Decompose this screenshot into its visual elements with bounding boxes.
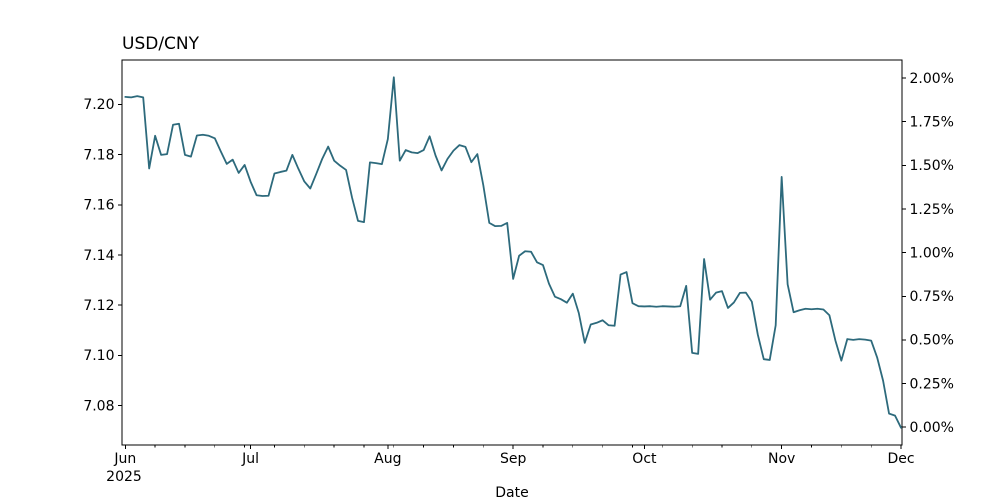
y-axis-left-ticks: 7.08 7.10 7.12 7.14 7.16 7.18 7.20 [83,97,122,414]
y-right-tick-label: 1.25% [910,202,954,218]
y-right-tick-label: 1.00% [910,245,954,261]
x-tick-label: Jul [241,451,259,467]
y-left-tick-label: 7.16 [83,198,114,214]
x-axis-ticks: Jun Jul Aug Sep Oct Nov Dec [113,445,915,467]
x-tick-label: Sep [500,451,527,467]
y-left-tick-label: 7.12 [83,298,114,314]
y-left-tick-label: 7.14 [83,248,114,264]
y-right-tick-label: 0.00% [910,420,954,436]
y-right-tick-label: 0.25% [910,376,954,392]
x-tick-label: Nov [768,451,795,467]
x-tick-label: Oct [632,451,657,467]
x-axis-year-label: 2025 [106,469,142,485]
y-right-tick-label: 0.75% [910,289,954,305]
x-tick-label: Jun [113,451,136,467]
y-left-tick-label: 7.08 [83,398,114,414]
y-right-tick-label: 0.50% [910,333,954,349]
chart-title: USD/CNY [122,34,200,54]
y-axis-right-ticks: 0.00% 0.25% 0.50% 0.75% 1.00% 1.25% 1.50% 1.75%… [902,71,954,436]
y-left-tick-label: 7.18 [83,147,114,163]
x-tick-label: Aug [374,451,401,467]
x-axis-title: Date [495,485,529,501]
y-right-tick-label: 1.75% [910,114,954,130]
y-left-tick-label: 7.20 [83,97,114,113]
price-line [124,76,902,429]
y-left-tick-label: 7.10 [83,348,114,364]
y-right-tick-label: 2.00% [910,71,954,87]
x-tick-label: Dec [887,451,914,467]
y-right-tick-label: 1.50% [910,158,954,174]
